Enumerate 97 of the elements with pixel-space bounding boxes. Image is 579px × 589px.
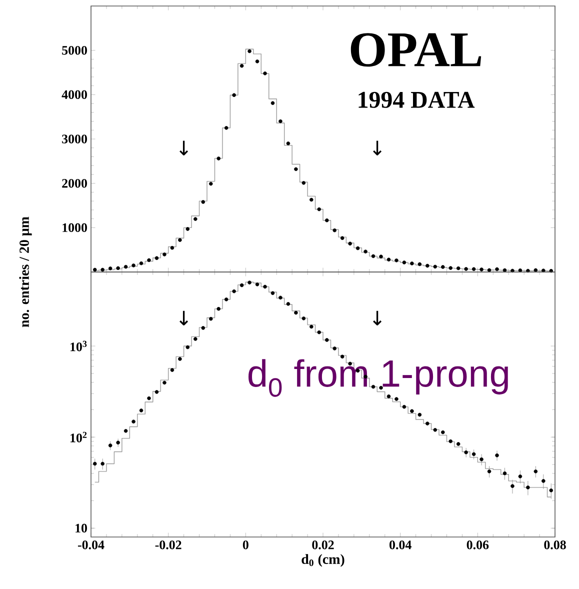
point (518, 474, 522, 478)
point (100, 268, 104, 272)
x-axis-title: d$_{0}$ (cm) (302, 554, 344, 567)
point (472, 267, 476, 272)
point (286, 142, 290, 146)
point (263, 71, 267, 76)
point (480, 268, 484, 272)
point (216, 156, 220, 160)
annotation: 1994 DATA (358, 92, 475, 108)
y-tick-label: 2000 (62, 178, 87, 188)
point (426, 264, 430, 268)
point (371, 254, 376, 258)
point (278, 119, 282, 124)
x-tick-label: -0.04 (78, 540, 104, 550)
point (440, 265, 445, 269)
point (194, 217, 198, 221)
point (495, 267, 499, 272)
point (178, 238, 182, 242)
point (433, 264, 438, 269)
point (162, 252, 166, 256)
point (495, 453, 499, 458)
point (186, 227, 190, 231)
point (139, 261, 144, 266)
annotation: ↓ (373, 140, 382, 156)
point (294, 167, 298, 172)
point (464, 450, 468, 454)
annotation: ↓ (180, 310, 188, 326)
point (270, 101, 275, 105)
point (208, 182, 213, 186)
y-tick-label: 10 (76, 524, 87, 533)
point (518, 268, 522, 272)
point (147, 258, 151, 262)
x-tick-label: 0 (242, 540, 248, 550)
y-axis-title: no. entries / 20 μm (19, 216, 32, 328)
point (379, 254, 383, 258)
point (310, 198, 314, 202)
y-tick-label: 1000 (62, 223, 87, 232)
point (534, 470, 538, 474)
annotation: OPAL (350, 33, 482, 67)
point (224, 126, 228, 130)
point (464, 267, 468, 271)
point (502, 471, 507, 476)
annotation: ↓ (180, 140, 188, 156)
y-tick-label: 4000 (62, 90, 87, 100)
point (240, 64, 244, 68)
point (92, 268, 97, 272)
y-tick-label: 5000 (62, 46, 87, 55)
point (116, 266, 120, 270)
point (542, 479, 546, 483)
point (402, 260, 406, 264)
point (255, 60, 260, 64)
point (480, 457, 484, 462)
point (487, 470, 492, 474)
x-tick-label: 0.04 (390, 540, 412, 550)
point (340, 236, 344, 240)
point (549, 488, 554, 492)
point (108, 444, 112, 448)
point (549, 268, 554, 273)
point (124, 264, 128, 269)
x-tick-label: -0.02 (155, 540, 182, 550)
x-tick-label: 0.06 (466, 540, 489, 550)
point (154, 256, 159, 260)
point (324, 218, 329, 222)
point (364, 250, 368, 254)
point (317, 207, 322, 212)
y-tick-label: 3000 (62, 134, 87, 144)
point (386, 258, 391, 262)
point (502, 268, 507, 272)
point (410, 262, 414, 266)
point (394, 258, 398, 262)
point (542, 268, 546, 272)
point (526, 486, 530, 490)
point (472, 452, 476, 456)
point (248, 49, 252, 54)
point (170, 246, 174, 250)
y-tick-label: 10$^{3}$ (70, 340, 87, 352)
point (448, 266, 453, 270)
point (201, 200, 206, 204)
x-tick-label: 0.08 (544, 540, 566, 550)
point (232, 93, 236, 97)
point (332, 228, 336, 232)
x-tick-label: 0.02 (312, 540, 334, 550)
point (108, 266, 112, 270)
point (418, 262, 422, 266)
point (456, 266, 460, 270)
point (100, 462, 104, 466)
point (534, 268, 538, 272)
point (132, 264, 136, 268)
y-tick-label: 10$^{2}$ (70, 432, 87, 442)
annotation: d$_{0}$ from 1-prong (248, 359, 508, 397)
point (348, 242, 352, 246)
point (302, 180, 306, 185)
point (487, 268, 492, 272)
point (92, 462, 97, 466)
point (510, 484, 514, 488)
point (356, 246, 360, 250)
annotation: ↓ (373, 310, 382, 326)
